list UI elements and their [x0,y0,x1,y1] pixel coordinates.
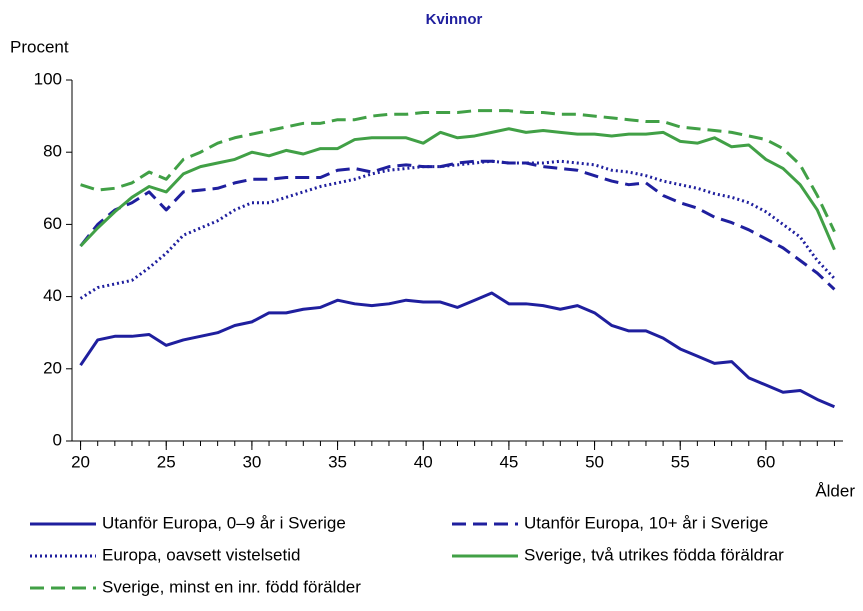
y-tick-label: 0 [53,430,62,449]
series-line [79,159,836,291]
legend-label: Utanför Europa, 0–9 år i Sverige [102,513,346,532]
x-tick-label: 35 [328,452,347,471]
x-tick-label: 40 [414,452,433,471]
legend-label: Sverige, minst en inr. född förälder [102,577,361,596]
x-axis-label: Ålder [815,481,855,500]
y-tick-label: 80 [43,142,62,161]
legend-label: Sverige, två utrikes födda föräldrar [524,545,784,564]
y-tick-label: 100 [34,69,62,88]
x-tick-label: 50 [585,452,604,471]
x-tick-label: 25 [157,452,176,471]
series-line [79,291,836,409]
x-tick-label: 30 [242,452,261,471]
x-tick-label: 20 [71,452,90,471]
y-axis-label: Procent [10,37,69,56]
legend-label: Europa, oavsett vistelsetid [102,545,300,564]
series-line [79,127,836,251]
y-tick-label: 40 [43,286,62,305]
x-tick-label: 45 [499,452,518,471]
series-line [80,109,836,233]
legend-label: Utanför Europa, 10+ år i Sverige [524,513,768,532]
series-line [79,159,836,300]
chart-title: Kvinnor [426,11,483,28]
y-tick-label: 20 [43,358,62,377]
x-tick-label: 60 [756,452,775,471]
y-tick-label: 60 [43,214,62,233]
x-tick-label: 55 [671,452,690,471]
